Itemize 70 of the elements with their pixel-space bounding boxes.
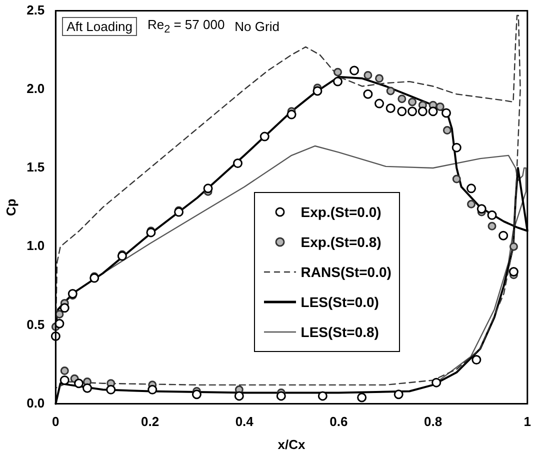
point — [60, 303, 70, 313]
point — [375, 74, 384, 83]
legend-label: LES(St=0.8) — [300, 324, 379, 340]
y-tick-label: 0.5 — [26, 316, 45, 332]
point — [312, 86, 322, 96]
annotation: Re$_{2}$ = 57 000 — [147, 17, 225, 36]
legend-label: LES(St=0.0) — [300, 294, 379, 310]
point — [106, 384, 116, 394]
annotation: Aft Loading — [62, 16, 138, 36]
x-tick-label: 0.4 — [235, 414, 254, 430]
point — [364, 71, 372, 80]
point — [350, 66, 360, 76]
point — [333, 76, 343, 86]
point — [508, 267, 518, 276]
point — [74, 378, 84, 388]
point — [318, 391, 328, 401]
point — [432, 378, 442, 388]
x-tick-label: 0.6 — [330, 414, 348, 430]
point — [357, 392, 367, 402]
point — [192, 390, 202, 400]
point — [452, 142, 462, 152]
point — [452, 174, 461, 184]
point — [60, 375, 70, 385]
point — [418, 106, 428, 116]
point — [476, 204, 486, 214]
point — [334, 68, 342, 76]
point — [260, 132, 270, 142]
y-tick-label: 0.0 — [26, 395, 45, 410]
legend-label: Exp.(St=0.8) — [300, 234, 382, 250]
point — [203, 184, 213, 194]
y-axis-title: Cp — [3, 198, 18, 216]
point — [428, 106, 438, 116]
legend-label: RANS(St=0.0) — [300, 264, 392, 280]
y-tick-label: 2.0 — [26, 80, 45, 96]
point — [398, 94, 406, 104]
point — [386, 104, 396, 114]
y-tick-label: 1.5 — [26, 160, 45, 175]
point — [60, 366, 69, 376]
legend-label: Exp.(St=0.0) — [300, 204, 382, 220]
point — [472, 355, 482, 365]
point — [488, 222, 496, 230]
point — [509, 242, 518, 251]
x-tick-label: 0 — [52, 414, 60, 430]
point — [466, 184, 476, 194]
point — [286, 110, 296, 120]
point — [386, 86, 395, 96]
point — [233, 158, 243, 168]
point — [498, 230, 508, 240]
point — [148, 384, 158, 394]
x-axis-title: x/Cx — [278, 436, 306, 452]
point — [276, 391, 286, 401]
y-tick-label: 2.5 — [26, 2, 45, 18]
point — [467, 200, 476, 208]
x-tick-label: 1 — [524, 414, 531, 430]
point — [82, 383, 92, 393]
point — [442, 126, 452, 135]
point — [234, 391, 244, 401]
y-tick-label: 1.0 — [26, 238, 45, 254]
point — [408, 106, 418, 116]
point — [436, 102, 444, 111]
point — [394, 390, 404, 400]
point — [374, 98, 384, 108]
x-tick-label: 0.2 — [140, 414, 160, 430]
annotation: No Grid — [234, 18, 280, 34]
x-tick-label: 0.8 — [424, 414, 442, 430]
point — [487, 210, 497, 220]
point — [442, 108, 451, 118]
point — [408, 98, 417, 106]
point — [397, 106, 407, 116]
point — [363, 89, 373, 99]
